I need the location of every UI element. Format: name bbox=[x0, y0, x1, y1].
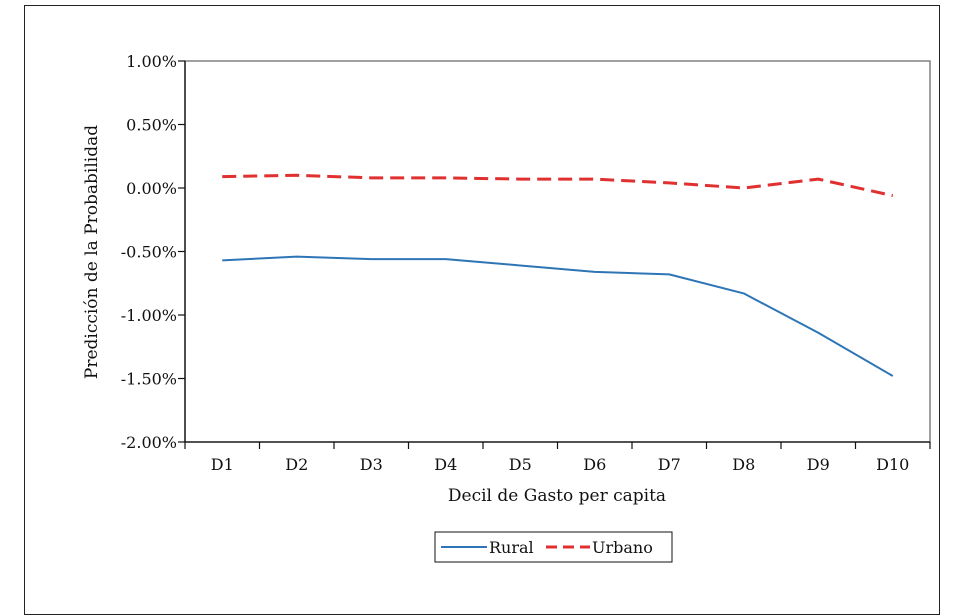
x-tick-label: D4 bbox=[434, 455, 457, 474]
x-tick-label: D6 bbox=[583, 455, 606, 474]
x-tick-label: D2 bbox=[285, 455, 308, 474]
x-tick-label: D8 bbox=[732, 455, 755, 474]
x-tick-label: D3 bbox=[360, 455, 383, 474]
series-line-urbano bbox=[222, 173, 894, 198]
y-tick-label: -1.50% bbox=[121, 370, 177, 389]
series-lines bbox=[222, 173, 894, 377]
legend-label-rural: Rural bbox=[489, 538, 534, 557]
x-tick-label: D7 bbox=[658, 455, 681, 474]
x-axis-label: Decil de Gasto per capita bbox=[448, 486, 666, 506]
y-axis-ticks: 1.00% 0.50% 0.00% -0.50% -1.00% -1.50% -2.00% bbox=[121, 52, 185, 452]
y-tick-label: -2.00% bbox=[121, 433, 177, 452]
y-axis-label: Predicción de la Probabilidad bbox=[82, 125, 102, 379]
y-tick-label: 0.50% bbox=[126, 116, 177, 135]
x-tick-label: D1 bbox=[211, 455, 234, 474]
plot-area bbox=[184, 60, 931, 443]
x-tick-label: D10 bbox=[876, 455, 909, 474]
x-tick-label: D9 bbox=[807, 455, 830, 474]
series-line-rural bbox=[222, 255, 894, 377]
y-tick-label: -0.50% bbox=[121, 243, 177, 262]
chart-frame bbox=[24, 5, 940, 615]
legend: Rural Urbano bbox=[434, 531, 673, 563]
legend-label-urbano: Urbano bbox=[592, 538, 653, 557]
y-tick-label: 1.00% bbox=[126, 52, 177, 71]
x-axis-ticks: D1 D2 D3 D4 D5 D6 D7 D8 D9 D10 bbox=[184, 442, 931, 474]
x-tick-label: D5 bbox=[509, 455, 532, 474]
y-tick-label: -1.00% bbox=[121, 306, 177, 325]
y-tick-label: 0.00% bbox=[126, 179, 177, 198]
